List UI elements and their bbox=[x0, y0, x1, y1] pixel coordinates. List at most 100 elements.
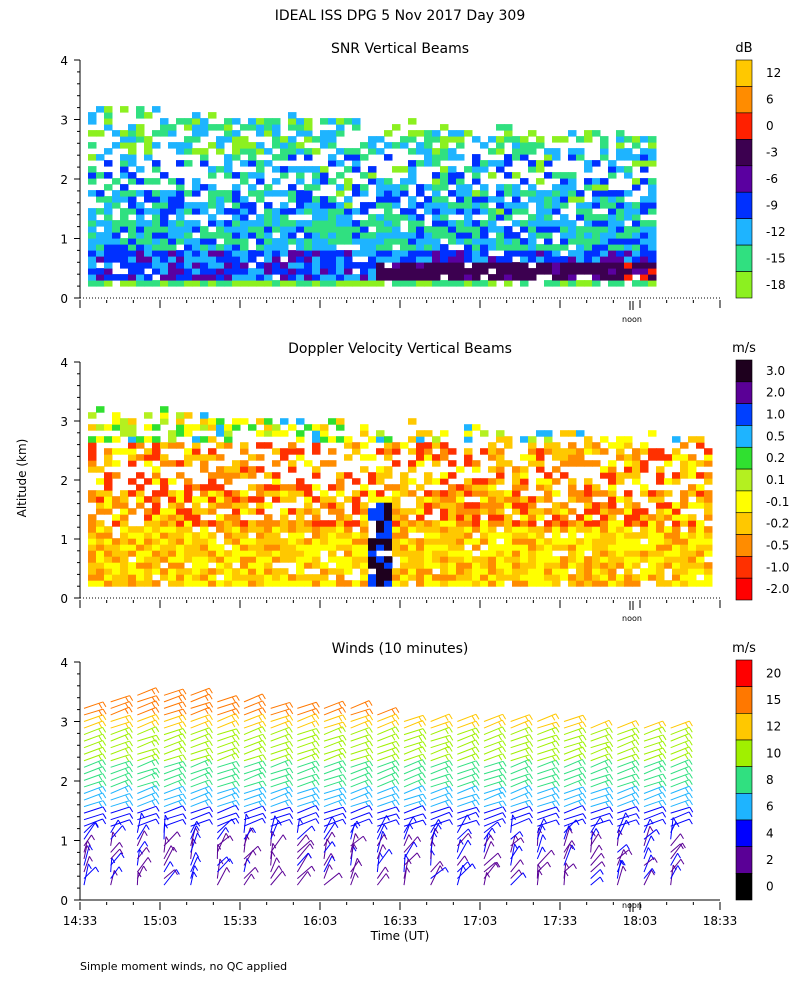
doppler-cell bbox=[608, 526, 617, 533]
snr-cell bbox=[536, 214, 545, 221]
doppler-cell bbox=[304, 550, 313, 557]
doppler-cell bbox=[256, 556, 265, 563]
wind-barb bbox=[456, 828, 469, 840]
wind-barb-feather bbox=[342, 740, 347, 746]
doppler-cell bbox=[664, 526, 673, 533]
snr-cell bbox=[376, 226, 385, 233]
doppler-cell bbox=[392, 484, 401, 491]
wind-barb-feather bbox=[122, 825, 126, 831]
doppler-cell bbox=[552, 574, 561, 581]
wind-barb-feather bbox=[524, 767, 529, 774]
doppler-cell bbox=[640, 484, 649, 491]
doppler-cell bbox=[360, 430, 369, 437]
doppler-cell bbox=[368, 562, 377, 569]
snr-cell bbox=[104, 160, 113, 167]
doppler-cell bbox=[336, 532, 345, 539]
doppler-cell bbox=[176, 460, 185, 467]
wind-barb-feather bbox=[209, 714, 213, 720]
doppler-cell bbox=[448, 550, 457, 557]
snr-cell bbox=[136, 244, 145, 251]
doppler-cell bbox=[448, 514, 457, 521]
wind-barb bbox=[83, 753, 103, 762]
doppler-cell bbox=[560, 508, 569, 515]
doppler-cell bbox=[504, 538, 513, 545]
wind-barb bbox=[137, 734, 157, 742]
snr-cell bbox=[320, 220, 329, 227]
wind-barb-feather bbox=[155, 719, 160, 726]
colorbar-label: 4 bbox=[766, 826, 774, 840]
snr-cell bbox=[112, 226, 121, 233]
snr-cell bbox=[128, 226, 137, 233]
snr-cell bbox=[560, 262, 569, 269]
snr-cell bbox=[352, 250, 361, 257]
doppler-cell bbox=[104, 490, 113, 497]
snr-cell bbox=[400, 136, 409, 143]
wind-barb-feather bbox=[358, 860, 363, 867]
doppler-cell bbox=[256, 562, 265, 569]
wind-barb-feather bbox=[449, 806, 454, 813]
doppler-cell bbox=[120, 424, 129, 431]
doppler-cell bbox=[520, 550, 529, 557]
snr-cell bbox=[152, 220, 161, 227]
doppler-cell bbox=[448, 520, 457, 527]
wind-barb bbox=[643, 753, 663, 762]
snr-cell bbox=[600, 238, 609, 245]
snr-cell bbox=[472, 136, 481, 143]
wind-barb bbox=[483, 841, 492, 860]
doppler-cell bbox=[512, 478, 521, 485]
wind-barb bbox=[377, 747, 397, 755]
wind-barb-feather bbox=[124, 728, 129, 735]
snr-cell bbox=[520, 244, 529, 251]
doppler-cell bbox=[560, 472, 569, 479]
doppler-cell bbox=[480, 532, 489, 539]
snr-cell bbox=[208, 280, 217, 287]
doppler-cell bbox=[448, 484, 457, 491]
wind-barb bbox=[190, 771, 210, 781]
wind-barb-feather bbox=[151, 688, 156, 695]
snr-cell bbox=[632, 220, 641, 227]
snr-cell bbox=[256, 214, 265, 221]
doppler-cell bbox=[288, 448, 297, 455]
doppler-cell bbox=[656, 466, 665, 473]
colorbar-swatch bbox=[735, 846, 753, 874]
snr-cell bbox=[440, 256, 449, 263]
snr-cell bbox=[600, 268, 609, 275]
snr-cell bbox=[648, 256, 657, 263]
doppler-cell bbox=[600, 490, 609, 497]
doppler-cell bbox=[240, 520, 249, 527]
snr-cell bbox=[408, 208, 417, 215]
doppler-cell bbox=[624, 442, 633, 449]
wind-barb-feather bbox=[252, 850, 257, 856]
wind-barb bbox=[670, 799, 690, 808]
snr-cell bbox=[320, 244, 329, 251]
doppler-cell bbox=[456, 568, 465, 575]
wind-barb-feather bbox=[205, 715, 209, 722]
wind-barb bbox=[563, 721, 584, 729]
wind-barb-feather bbox=[658, 749, 663, 755]
snr-cell bbox=[136, 256, 145, 263]
wind-barb-feather bbox=[684, 728, 689, 735]
wind-barb-feather bbox=[315, 740, 320, 747]
doppler-cell bbox=[664, 514, 673, 521]
snr-cell bbox=[280, 232, 289, 239]
wind-barb-feather bbox=[328, 864, 333, 870]
doppler-cell bbox=[560, 556, 569, 563]
wind-barb-feather bbox=[334, 822, 339, 829]
wind-barb-feather bbox=[471, 741, 476, 747]
doppler-cell bbox=[472, 478, 481, 485]
snr-cell bbox=[640, 178, 649, 185]
wind-barb-feather bbox=[365, 710, 370, 716]
doppler-cell bbox=[384, 496, 393, 503]
snr-cell bbox=[440, 280, 449, 287]
wind-barb bbox=[483, 753, 503, 762]
snr-cell bbox=[640, 208, 649, 215]
doppler-cell bbox=[128, 574, 137, 581]
wind-barb bbox=[376, 848, 390, 866]
snr-cell bbox=[168, 280, 177, 287]
doppler-cell bbox=[144, 580, 153, 587]
snr-cell bbox=[416, 274, 425, 281]
snr-cell bbox=[288, 166, 297, 173]
doppler-cell bbox=[96, 538, 105, 545]
doppler-cell bbox=[312, 526, 321, 533]
snr-cell bbox=[592, 280, 601, 287]
